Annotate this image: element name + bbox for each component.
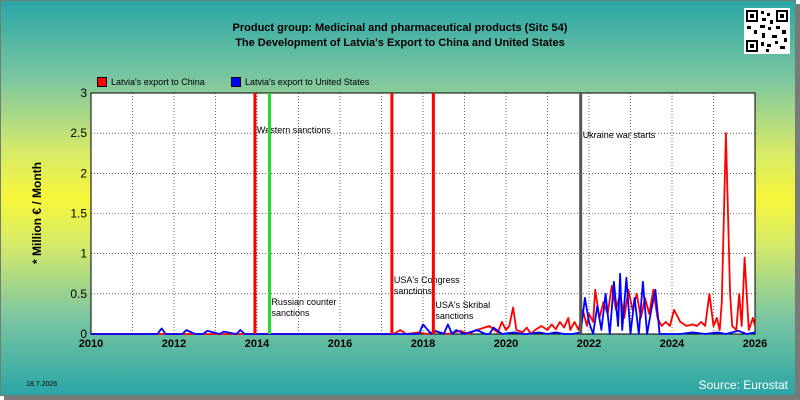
qr-code-icon[interactable] — [744, 8, 790, 54]
series-line-1 — [91, 272, 756, 335]
x-tick-label: 2014 — [245, 338, 270, 350]
legend-item-china: Latvia's export to China — [97, 76, 205, 88]
x-tick-label: 2018 — [411, 338, 435, 350]
x-tick-label: 2016 — [328, 338, 352, 350]
legend-item-usa: Latvia's export to United States — [231, 76, 369, 88]
x-tick-label: 2022 — [577, 338, 601, 350]
legend-swatch-china — [97, 77, 107, 87]
x-tick-label: 2010 — [79, 338, 103, 350]
series-line-0 — [91, 132, 756, 335]
y-tick-label: 2 — [80, 166, 87, 180]
event-label: Ukraine war starts — [583, 130, 656, 140]
date-stamp: 18.7.2026 — [26, 381, 58, 388]
x-tick-label: 2020 — [494, 338, 518, 350]
chart-subtitle: The Development of Latvia's Export to Ch… — [235, 37, 565, 49]
y-tick-label: 1 — [80, 247, 87, 261]
y-tick-label: 0.5 — [70, 287, 87, 301]
legend-swatch-usa — [231, 77, 241, 87]
y-tick-label: 1.5 — [70, 207, 87, 221]
event-label: Western sanctions — [257, 125, 331, 135]
event-label: Russian counter sanctions — [271, 297, 336, 318]
x-tick-label: 2024 — [660, 338, 685, 350]
legend-label-usa: Latvia's export to United States — [245, 77, 370, 87]
y-tick-label: 2.5 — [70, 126, 87, 140]
chart-title: Product group: Medicinal and pharmaceuti… — [232, 22, 568, 34]
source-label: Source: Eurostat — [698, 378, 788, 392]
y-tick-label: 3 — [80, 86, 87, 100]
y-tick-label: 0 — [80, 327, 87, 341]
event-label: USA's Skribal sanctions — [435, 300, 490, 321]
event-label: USA's Congress sanctions — [394, 275, 460, 296]
legend-label-china: Latvia's export to China — [111, 77, 205, 87]
x-tick-label: 2012 — [162, 338, 186, 350]
x-tick-label: 2026 — [743, 338, 767, 350]
